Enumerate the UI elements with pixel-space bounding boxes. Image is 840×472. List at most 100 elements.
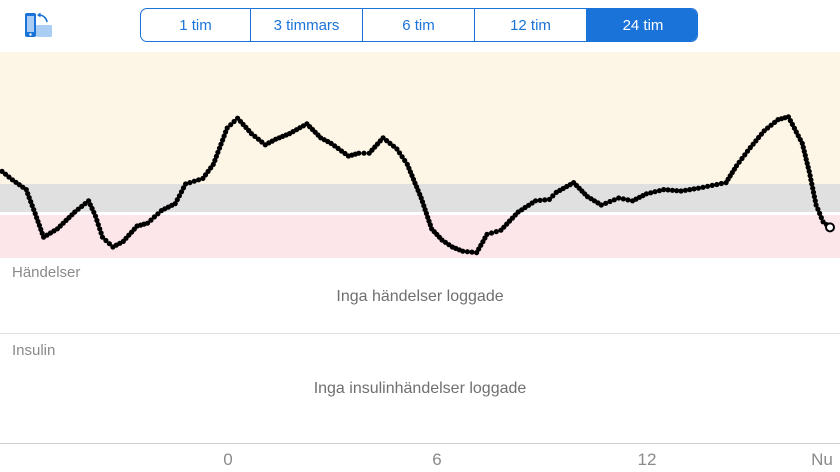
glucose-reading-point xyxy=(178,189,185,195)
glucose-reading-point xyxy=(768,122,774,128)
glucose-reading-point xyxy=(106,241,112,247)
glucose-reading-point xyxy=(82,201,88,207)
glucose-reading-point xyxy=(733,163,740,169)
insulin-label: Insulin xyxy=(12,342,56,359)
glucose-reading-point xyxy=(356,150,362,156)
glucose-reading-point xyxy=(550,193,556,199)
glucose-reading-point xyxy=(611,197,617,203)
glucose-reading-point xyxy=(598,202,604,208)
glucose-reading-point xyxy=(176,193,182,199)
time-tick-6: 6 xyxy=(432,450,442,469)
glucose-reading-point xyxy=(744,148,751,154)
time-tick-now: Nu xyxy=(811,450,833,469)
glucose-reading-point xyxy=(155,211,161,217)
glucose-reading-point xyxy=(810,189,817,195)
range-12h-button[interactable]: 12 tim xyxy=(475,9,587,41)
glucose-reading-point xyxy=(678,188,684,194)
glucose-reading-point xyxy=(259,139,265,145)
glucose-reading-point xyxy=(643,191,650,197)
glucose-reading-point xyxy=(739,155,745,162)
glucose-reading-point xyxy=(419,199,426,205)
glucose-reading-point xyxy=(26,195,32,201)
glucose-reading-point xyxy=(94,217,100,223)
glucose-reading-point xyxy=(196,177,202,183)
glucose-reading-point xyxy=(607,198,613,205)
glucose-reading-point xyxy=(228,122,234,128)
glucose-reading-point xyxy=(808,177,814,183)
glucose-reading-point xyxy=(669,187,676,193)
glucose-reading-point xyxy=(427,222,433,228)
glucose-reading-point xyxy=(174,197,180,203)
time-tick-12: 12 xyxy=(637,450,657,469)
glucose-reading-point xyxy=(537,197,543,203)
glucose-reading-point xyxy=(801,148,807,154)
glucose-reading-point xyxy=(36,222,43,228)
glucose-reading-point xyxy=(803,156,809,162)
glucose-reading-point xyxy=(656,188,663,194)
insulin-empty-text: Inga insulinhändelser loggade xyxy=(313,380,527,397)
glucose-reading-point xyxy=(812,198,818,204)
glucose-reading-point xyxy=(91,209,97,215)
glucose-reading-point xyxy=(75,206,81,212)
glucose-reading-point xyxy=(34,215,40,221)
glucose-reading-point xyxy=(687,187,693,193)
range-1h-button[interactable]: 1 tim xyxy=(141,9,251,41)
glucose-reading-point xyxy=(151,214,157,220)
range-3h-button[interactable]: 3 timmars xyxy=(251,9,363,41)
events-label: Händelser xyxy=(12,264,81,281)
time-axis-line xyxy=(0,443,840,444)
section-divider xyxy=(0,333,840,334)
glucose-reading-point xyxy=(802,152,808,158)
glucose-reading-point xyxy=(191,178,197,184)
current-reading-point xyxy=(825,222,835,233)
glucose-reading-point xyxy=(223,129,229,135)
glucose-reading-point xyxy=(187,180,193,186)
high-zone xyxy=(0,52,840,184)
low-zone xyxy=(0,215,840,258)
glucose-reading-point xyxy=(765,125,771,131)
glucose-reading-point xyxy=(813,202,819,208)
glucose-reading-point xyxy=(221,133,227,139)
glucose-reading-point xyxy=(220,137,226,143)
glucose-reading-point xyxy=(546,196,553,202)
glucose-reading-point xyxy=(380,135,386,141)
glucose-reading-point xyxy=(736,159,742,165)
glucose-reading-point xyxy=(464,249,470,255)
glucose-reading-point xyxy=(95,222,101,228)
glucose-reading-point xyxy=(807,173,813,179)
glucose-reading-point xyxy=(86,198,92,204)
glucose-reading-point xyxy=(421,203,427,209)
events-empty-text: Inga händelser loggade xyxy=(336,288,504,305)
glucose-chart xyxy=(0,52,840,258)
glucose-reading-point xyxy=(28,199,34,205)
glucose-reading-point xyxy=(38,226,44,232)
glucose-reading-point xyxy=(799,140,805,146)
glucose-reading-point xyxy=(183,181,189,187)
glucose-reading-point xyxy=(648,190,654,196)
glucose-reading-point xyxy=(674,188,680,194)
glucose-reading-point xyxy=(92,213,99,219)
glucose-reading-point xyxy=(709,182,715,188)
glucose-reading-point xyxy=(806,168,812,174)
glucose-reading-point xyxy=(815,206,821,212)
glucose-reading-point xyxy=(691,186,697,192)
glucose-reading-point xyxy=(180,185,187,191)
glucose-reading-point xyxy=(25,191,31,197)
glucose-reading-point xyxy=(714,181,720,188)
glucose-reading-point xyxy=(210,161,216,167)
range-24h-button[interactable]: 24 tim xyxy=(587,9,697,41)
glucose-reading-point xyxy=(231,118,237,125)
glucose-reading-point xyxy=(212,157,218,163)
glucose-reading-point xyxy=(700,184,706,190)
glucose-reading-point xyxy=(31,207,37,213)
glucose-reading-point xyxy=(809,181,815,187)
glucose-reading-point xyxy=(402,157,408,164)
range-6h-button[interactable]: 6 tim xyxy=(363,9,475,41)
glucose-reading-point xyxy=(804,160,810,166)
glucose-reading-point xyxy=(6,174,12,180)
glucose-reading-point xyxy=(460,248,466,254)
phone-rotate-icon[interactable] xyxy=(22,11,54,41)
glucose-reading-point xyxy=(396,150,403,156)
glucose-reading-point xyxy=(39,230,45,236)
glucose-reading-point xyxy=(144,220,151,226)
